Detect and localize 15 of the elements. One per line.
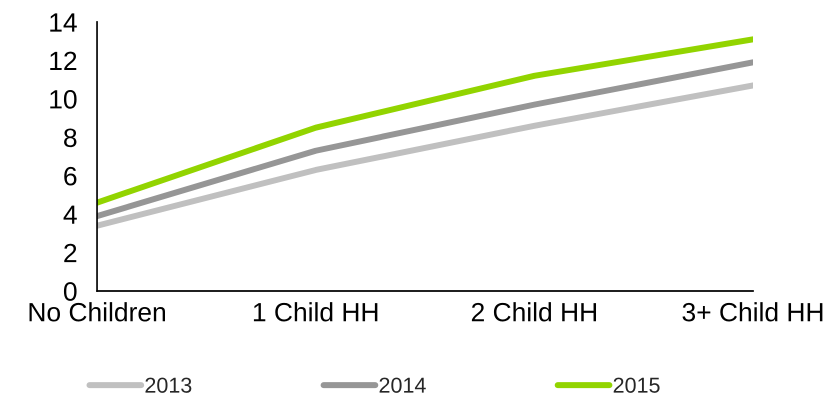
y-tick-label: 14 [50,13,77,32]
y-tick-label: 6 [64,166,76,186]
x-tick-label: 2 Child HH [472,302,596,322]
y-tick-label: 4 [64,206,77,224]
y-tick-label: 2 [64,244,76,262]
x-tick-label: 1 Child HH [254,302,378,322]
y-tick-label: 8 [64,128,76,148]
x-tick-label: No Children [30,302,165,322]
y-tick-label: 12 [50,52,76,70]
y-tick-label: 10 [50,90,77,109]
x-tick-label: 3+ Child HH [682,302,822,322]
legend-label: 2014 [380,378,426,393]
legend-label: 2015 [614,378,660,393]
legend-label: 2013 [145,378,192,393]
y-tick-label: 0 [64,282,77,301]
